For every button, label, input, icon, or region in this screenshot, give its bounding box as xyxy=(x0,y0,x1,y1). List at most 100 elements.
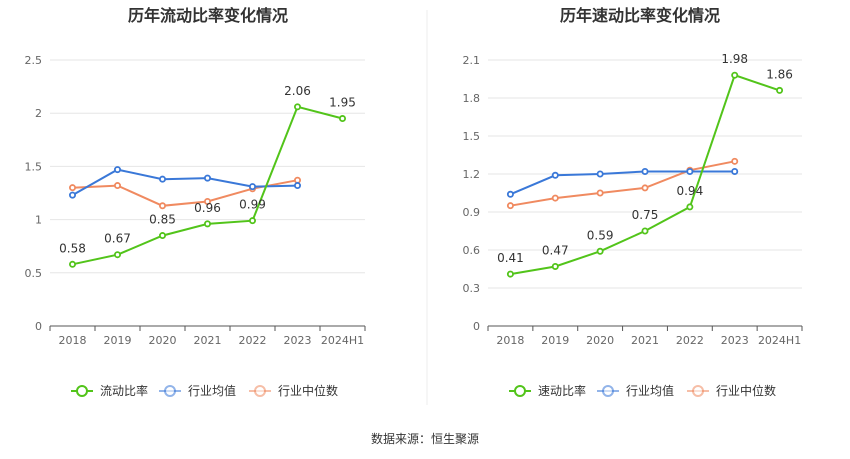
y-tick-label: 2.5 xyxy=(25,54,43,67)
data-point xyxy=(248,183,256,191)
x-tick-label: 2020 xyxy=(586,334,614,347)
data-point xyxy=(686,167,694,175)
data-point xyxy=(596,247,604,255)
legend-label: 行业均值 xyxy=(188,383,236,398)
data-label: 1.86 xyxy=(766,67,793,81)
y-tick-label: 1 xyxy=(35,214,42,227)
x-tick-label: 2024H1 xyxy=(321,334,364,347)
data-point xyxy=(641,167,649,175)
y-tick-label: 2.1 xyxy=(463,54,481,67)
legend-marker xyxy=(692,385,704,397)
data-point xyxy=(293,103,301,111)
y-tick-label: 0.6 xyxy=(463,244,481,257)
data-point xyxy=(551,262,559,270)
data-label: 0.99 xyxy=(239,198,266,212)
legend-marker xyxy=(602,385,614,397)
data-label: 0.47 xyxy=(542,243,569,257)
legend-item: 速动比率 xyxy=(509,383,586,398)
y-tick-label: 1.5 xyxy=(463,130,481,143)
data-point xyxy=(158,202,166,210)
y-tick-label: 0 xyxy=(35,320,42,333)
data-point xyxy=(596,170,604,178)
data-label: 1.98 xyxy=(721,52,748,66)
data-label: 0.67 xyxy=(104,232,131,246)
chart-title: 历年流动比率变化情况 xyxy=(128,6,288,25)
x-tick-label: 2023 xyxy=(721,334,749,347)
data-point xyxy=(293,176,301,184)
y-tick-label: 0.3 xyxy=(463,282,481,295)
x-tick-label: 2021 xyxy=(194,334,222,347)
x-tick-label: 2022 xyxy=(676,334,704,347)
data-source: 数据来源：恒生聚源 xyxy=(371,431,479,446)
data-point xyxy=(731,167,739,175)
legend-marker xyxy=(76,385,88,397)
chart-title: 历年速动比率变化情况 xyxy=(560,6,720,25)
legend-marker xyxy=(164,385,176,397)
data-point xyxy=(551,194,559,202)
data-point xyxy=(114,182,122,190)
data-point xyxy=(776,86,784,94)
legend-label: 行业中位数 xyxy=(716,383,776,398)
x-tick-label: 2019 xyxy=(541,334,569,347)
x-tick-label: 2021 xyxy=(631,334,659,347)
y-tick-label: 0.9 xyxy=(463,206,481,219)
data-point xyxy=(731,157,739,165)
legend-item: 行业均值 xyxy=(159,383,236,398)
x-tick-label: 2019 xyxy=(104,334,132,347)
data-point xyxy=(69,260,77,268)
y-tick-label: 1.2 xyxy=(463,168,481,181)
data-point xyxy=(69,191,77,199)
data-point xyxy=(641,227,649,235)
data-label: 2.06 xyxy=(284,84,311,98)
data-point xyxy=(338,115,346,123)
data-point xyxy=(641,184,649,192)
data-point xyxy=(158,232,166,240)
data-label: 1.95 xyxy=(329,96,356,110)
y-tick-label: 2 xyxy=(35,107,42,120)
data-label: 0.85 xyxy=(149,213,176,227)
legend-item: 行业中位数 xyxy=(687,383,776,398)
legend-label: 流动比率 xyxy=(100,383,148,398)
legend-marker xyxy=(254,385,266,397)
data-label: 0.59 xyxy=(587,228,614,242)
data-point xyxy=(731,71,739,79)
data-label: 0.41 xyxy=(497,251,524,265)
data-point xyxy=(506,270,514,278)
data-label: 0.96 xyxy=(194,201,221,215)
x-tick-label: 2020 xyxy=(149,334,177,347)
x-tick-label: 2018 xyxy=(496,334,524,347)
data-point xyxy=(203,198,211,206)
y-tick-label: 0.5 xyxy=(25,267,43,280)
data-label: 0.58 xyxy=(59,241,86,255)
data-point xyxy=(69,184,77,192)
legend-item: 行业中位数 xyxy=(249,383,338,398)
data-point xyxy=(686,203,694,211)
data-point xyxy=(203,220,211,228)
x-tick-label: 2022 xyxy=(239,334,267,347)
data-point xyxy=(114,251,122,259)
legend-marker xyxy=(514,385,526,397)
data-point xyxy=(506,190,514,198)
legend-item: 行业均值 xyxy=(597,383,674,398)
data-point xyxy=(506,202,514,210)
data-point xyxy=(158,175,166,183)
legend-label: 速动比率 xyxy=(538,383,586,398)
series-line xyxy=(510,170,735,196)
series-line xyxy=(72,168,298,196)
series-line xyxy=(510,160,735,207)
x-tick-label: 2023 xyxy=(284,334,312,347)
data-label: 0.94 xyxy=(676,184,703,198)
data-label: 0.75 xyxy=(632,208,659,222)
data-point xyxy=(248,217,256,225)
y-tick-label: 1.8 xyxy=(463,92,481,105)
legend-label: 行业中位数 xyxy=(278,383,338,398)
y-tick-label: 1.5 xyxy=(25,160,43,173)
x-tick-label: 2024H1 xyxy=(758,334,801,347)
x-tick-label: 2018 xyxy=(59,334,87,347)
data-point xyxy=(203,174,211,182)
data-point xyxy=(551,171,559,179)
y-tick-label: 0 xyxy=(473,320,480,333)
current-ratio-chart: 历年流动比率变化情况 0 0.5 1 1.5 2 2.5 2018 2019 2020 2021 20… xyxy=(25,6,366,398)
